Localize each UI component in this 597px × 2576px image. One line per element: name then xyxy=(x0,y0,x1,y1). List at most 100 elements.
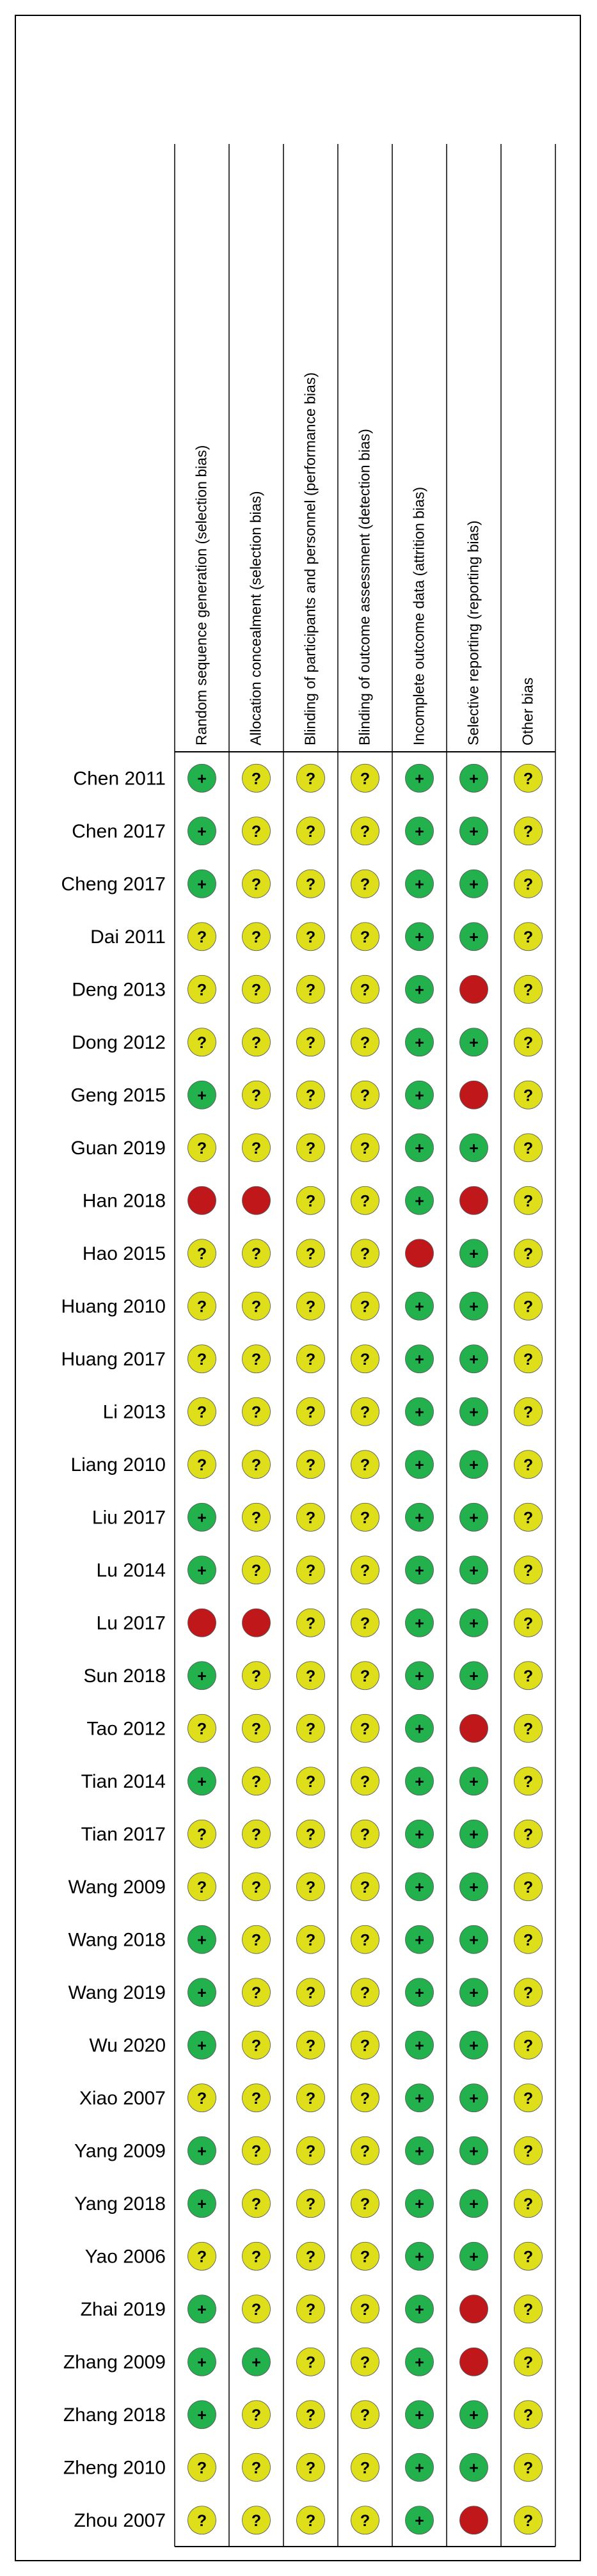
rating-symbol: ? xyxy=(306,1034,315,1052)
rating-unclear-marker xyxy=(187,2506,216,2535)
rating-symbol: ? xyxy=(523,875,533,893)
rating-low-marker xyxy=(405,2083,434,2113)
rating-unclear-marker xyxy=(514,1344,543,1374)
rating-low-marker xyxy=(405,869,434,898)
domain-header: Random sequence generation (selection bi… xyxy=(193,445,210,745)
rating-symbol: + xyxy=(415,928,424,946)
rating-symbol: ? xyxy=(523,1086,533,1104)
rating-symbol: ? xyxy=(306,875,315,893)
rating-high-marker xyxy=(242,1608,271,1637)
rating-unclear-marker xyxy=(242,1661,271,1690)
rating-symbol: + xyxy=(415,2512,424,2530)
rating-symbol: ? xyxy=(251,1456,261,1474)
rating-symbol: ? xyxy=(251,2248,261,2266)
rating-symbol: ? xyxy=(306,1456,315,1474)
rating-low-marker xyxy=(405,816,434,846)
rating-unclear-marker xyxy=(187,1819,216,1849)
domain-header: Blinding of participants and personnel (… xyxy=(302,372,319,745)
rating-unclear-marker xyxy=(296,1713,325,1743)
rating-symbol: + xyxy=(197,2406,207,2424)
rating-unclear-marker xyxy=(296,2189,325,2218)
rating-unclear-marker xyxy=(514,1978,543,2007)
rating-unclear-marker xyxy=(351,1028,379,1057)
rating-unclear-marker xyxy=(296,1186,325,1215)
rating-symbol: ? xyxy=(360,981,370,999)
rating-unclear-marker xyxy=(242,1978,271,2007)
study-label: Liu 2017 xyxy=(92,1507,166,1528)
rating-symbol: ? xyxy=(306,1086,315,1104)
rating-symbol: + xyxy=(415,1086,424,1104)
rating-low-marker xyxy=(405,1502,434,1532)
rating-low-marker xyxy=(459,1978,488,2007)
rating-unclear-marker xyxy=(514,1239,543,1268)
rating-low-marker xyxy=(405,2400,434,2429)
rating-symbol: ? xyxy=(523,1667,533,1685)
rating-unclear-marker xyxy=(296,2241,325,2271)
study-label: Sun 2018 xyxy=(84,1666,166,1687)
rating-symbol: ? xyxy=(306,1667,315,1685)
rating-symbol: ? xyxy=(360,1086,370,1104)
rating-low-marker xyxy=(405,1767,434,1796)
domain-header: Selective reporting (reporting bias) xyxy=(465,520,482,745)
rating-symbol: ? xyxy=(251,981,261,999)
rating-unclear-marker xyxy=(242,1713,271,1743)
rating-low-marker xyxy=(405,1978,434,2007)
rating-unclear-marker xyxy=(242,2136,271,2165)
rating-symbol: ? xyxy=(523,770,533,788)
rating-low-marker xyxy=(405,2030,434,2060)
rating-symbol: ? xyxy=(251,1140,261,1157)
rating-unclear-marker xyxy=(296,2506,325,2535)
rating-low-marker xyxy=(405,1344,434,1374)
rating-symbol: ? xyxy=(360,1614,370,1632)
rating-high-marker xyxy=(459,1713,488,1743)
rating-symbol: + xyxy=(415,981,424,999)
rating-symbol: ? xyxy=(360,2512,370,2530)
rating-symbol: ? xyxy=(251,1825,261,1843)
rating-symbol: + xyxy=(415,1456,424,1474)
rating-unclear-marker xyxy=(351,1555,379,1585)
rating-unclear-marker xyxy=(296,1978,325,2007)
study-label: Dong 2012 xyxy=(72,1032,166,1053)
rating-symbol: ? xyxy=(197,928,207,946)
rating-symbol: ? xyxy=(360,1931,370,1949)
rating-low-marker xyxy=(459,1502,488,1532)
rating-symbol: ? xyxy=(251,875,261,893)
rating-unclear-marker xyxy=(296,2453,325,2482)
rating-unclear-marker xyxy=(351,869,379,898)
rating-unclear-marker xyxy=(514,1767,543,1796)
rating-unclear-marker xyxy=(296,1767,325,1796)
rating-unclear-marker xyxy=(351,2241,379,2271)
rating-low-marker xyxy=(405,974,434,1004)
rating-unclear-marker xyxy=(351,1239,379,1268)
rating-symbol: + xyxy=(469,1034,479,1052)
rating-symbol: + xyxy=(469,1562,479,1580)
rating-low-marker xyxy=(405,1450,434,1479)
rating-unclear-marker xyxy=(242,2453,271,2482)
rating-symbol: + xyxy=(469,1773,479,1791)
rating-unclear-marker xyxy=(242,1872,271,1902)
rating-unclear-marker xyxy=(351,816,379,846)
study-label: Cheng 2017 xyxy=(61,873,166,894)
rating-unclear-marker xyxy=(296,1608,325,1637)
rating-symbol: + xyxy=(469,1509,479,1527)
rating-symbol: + xyxy=(469,2406,479,2424)
rating-symbol: ? xyxy=(306,1245,315,1263)
rating-symbol: ? xyxy=(360,1034,370,1052)
rating-symbol: ? xyxy=(197,1034,207,1052)
rating-unclear-marker xyxy=(296,1661,325,1690)
rating-symbol: ? xyxy=(360,1825,370,1843)
rating-symbol: ? xyxy=(306,1984,315,2002)
rating-symbol: + xyxy=(415,1140,424,1157)
rating-low-marker xyxy=(187,1502,216,1532)
rating-unclear-marker xyxy=(351,1608,379,1637)
rating-symbol: ? xyxy=(360,1879,370,1896)
rating-symbol: ? xyxy=(523,2090,533,2108)
rating-symbol: ? xyxy=(523,2459,533,2477)
rating-low-marker xyxy=(187,2294,216,2324)
rating-symbol: ? xyxy=(306,1403,315,1421)
rating-low-marker xyxy=(242,2347,271,2376)
rating-symbol: ? xyxy=(360,2301,370,2319)
rating-unclear-marker xyxy=(187,2083,216,2113)
rating-symbol: + xyxy=(415,1931,424,1949)
rating-symbol: + xyxy=(469,1298,479,1316)
